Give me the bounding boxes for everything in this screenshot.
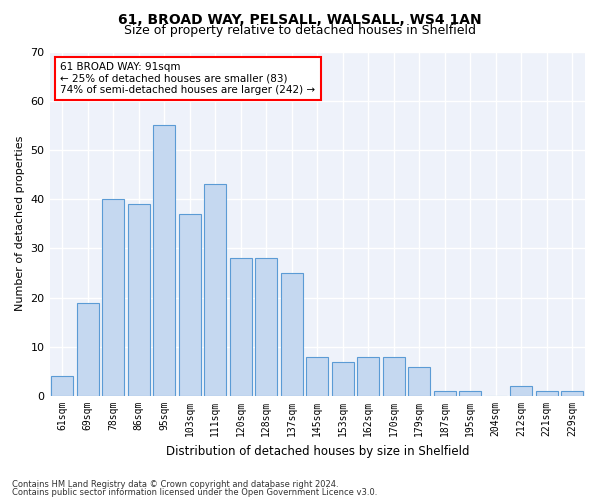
Bar	[332, 362, 353, 396]
Bar	[179, 214, 200, 396]
Bar	[281, 273, 302, 396]
Text: Contains public sector information licensed under the Open Government Licence v3: Contains public sector information licen…	[12, 488, 377, 497]
Bar	[460, 391, 481, 396]
Bar	[154, 126, 175, 396]
Bar	[230, 258, 251, 396]
Bar	[434, 391, 455, 396]
Bar	[103, 199, 124, 396]
Bar	[205, 184, 226, 396]
Bar	[562, 391, 583, 396]
Text: 61, BROAD WAY, PELSALL, WALSALL, WS4 1AN: 61, BROAD WAY, PELSALL, WALSALL, WS4 1AN	[118, 12, 482, 26]
Bar	[52, 376, 73, 396]
Text: Size of property relative to detached houses in Shelfield: Size of property relative to detached ho…	[124, 24, 476, 37]
Bar	[256, 258, 277, 396]
X-axis label: Distribution of detached houses by size in Shelfield: Distribution of detached houses by size …	[166, 444, 469, 458]
Bar	[383, 356, 404, 396]
Bar	[409, 366, 430, 396]
Bar	[511, 386, 532, 396]
Text: 61 BROAD WAY: 91sqm
← 25% of detached houses are smaller (83)
74% of semi-detach: 61 BROAD WAY: 91sqm ← 25% of detached ho…	[60, 62, 316, 95]
Y-axis label: Number of detached properties: Number of detached properties	[15, 136, 25, 312]
Text: Contains HM Land Registry data © Crown copyright and database right 2024.: Contains HM Land Registry data © Crown c…	[12, 480, 338, 489]
Bar	[358, 356, 379, 396]
Bar	[536, 391, 557, 396]
Bar	[307, 356, 328, 396]
Bar	[77, 302, 98, 396]
Bar	[128, 204, 149, 396]
